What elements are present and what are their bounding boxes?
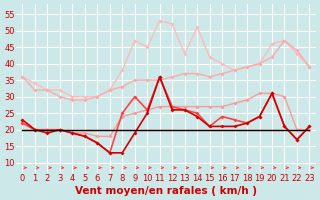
X-axis label: Vent moyen/en rafales ( km/h ): Vent moyen/en rafales ( km/h )	[75, 186, 257, 196]
